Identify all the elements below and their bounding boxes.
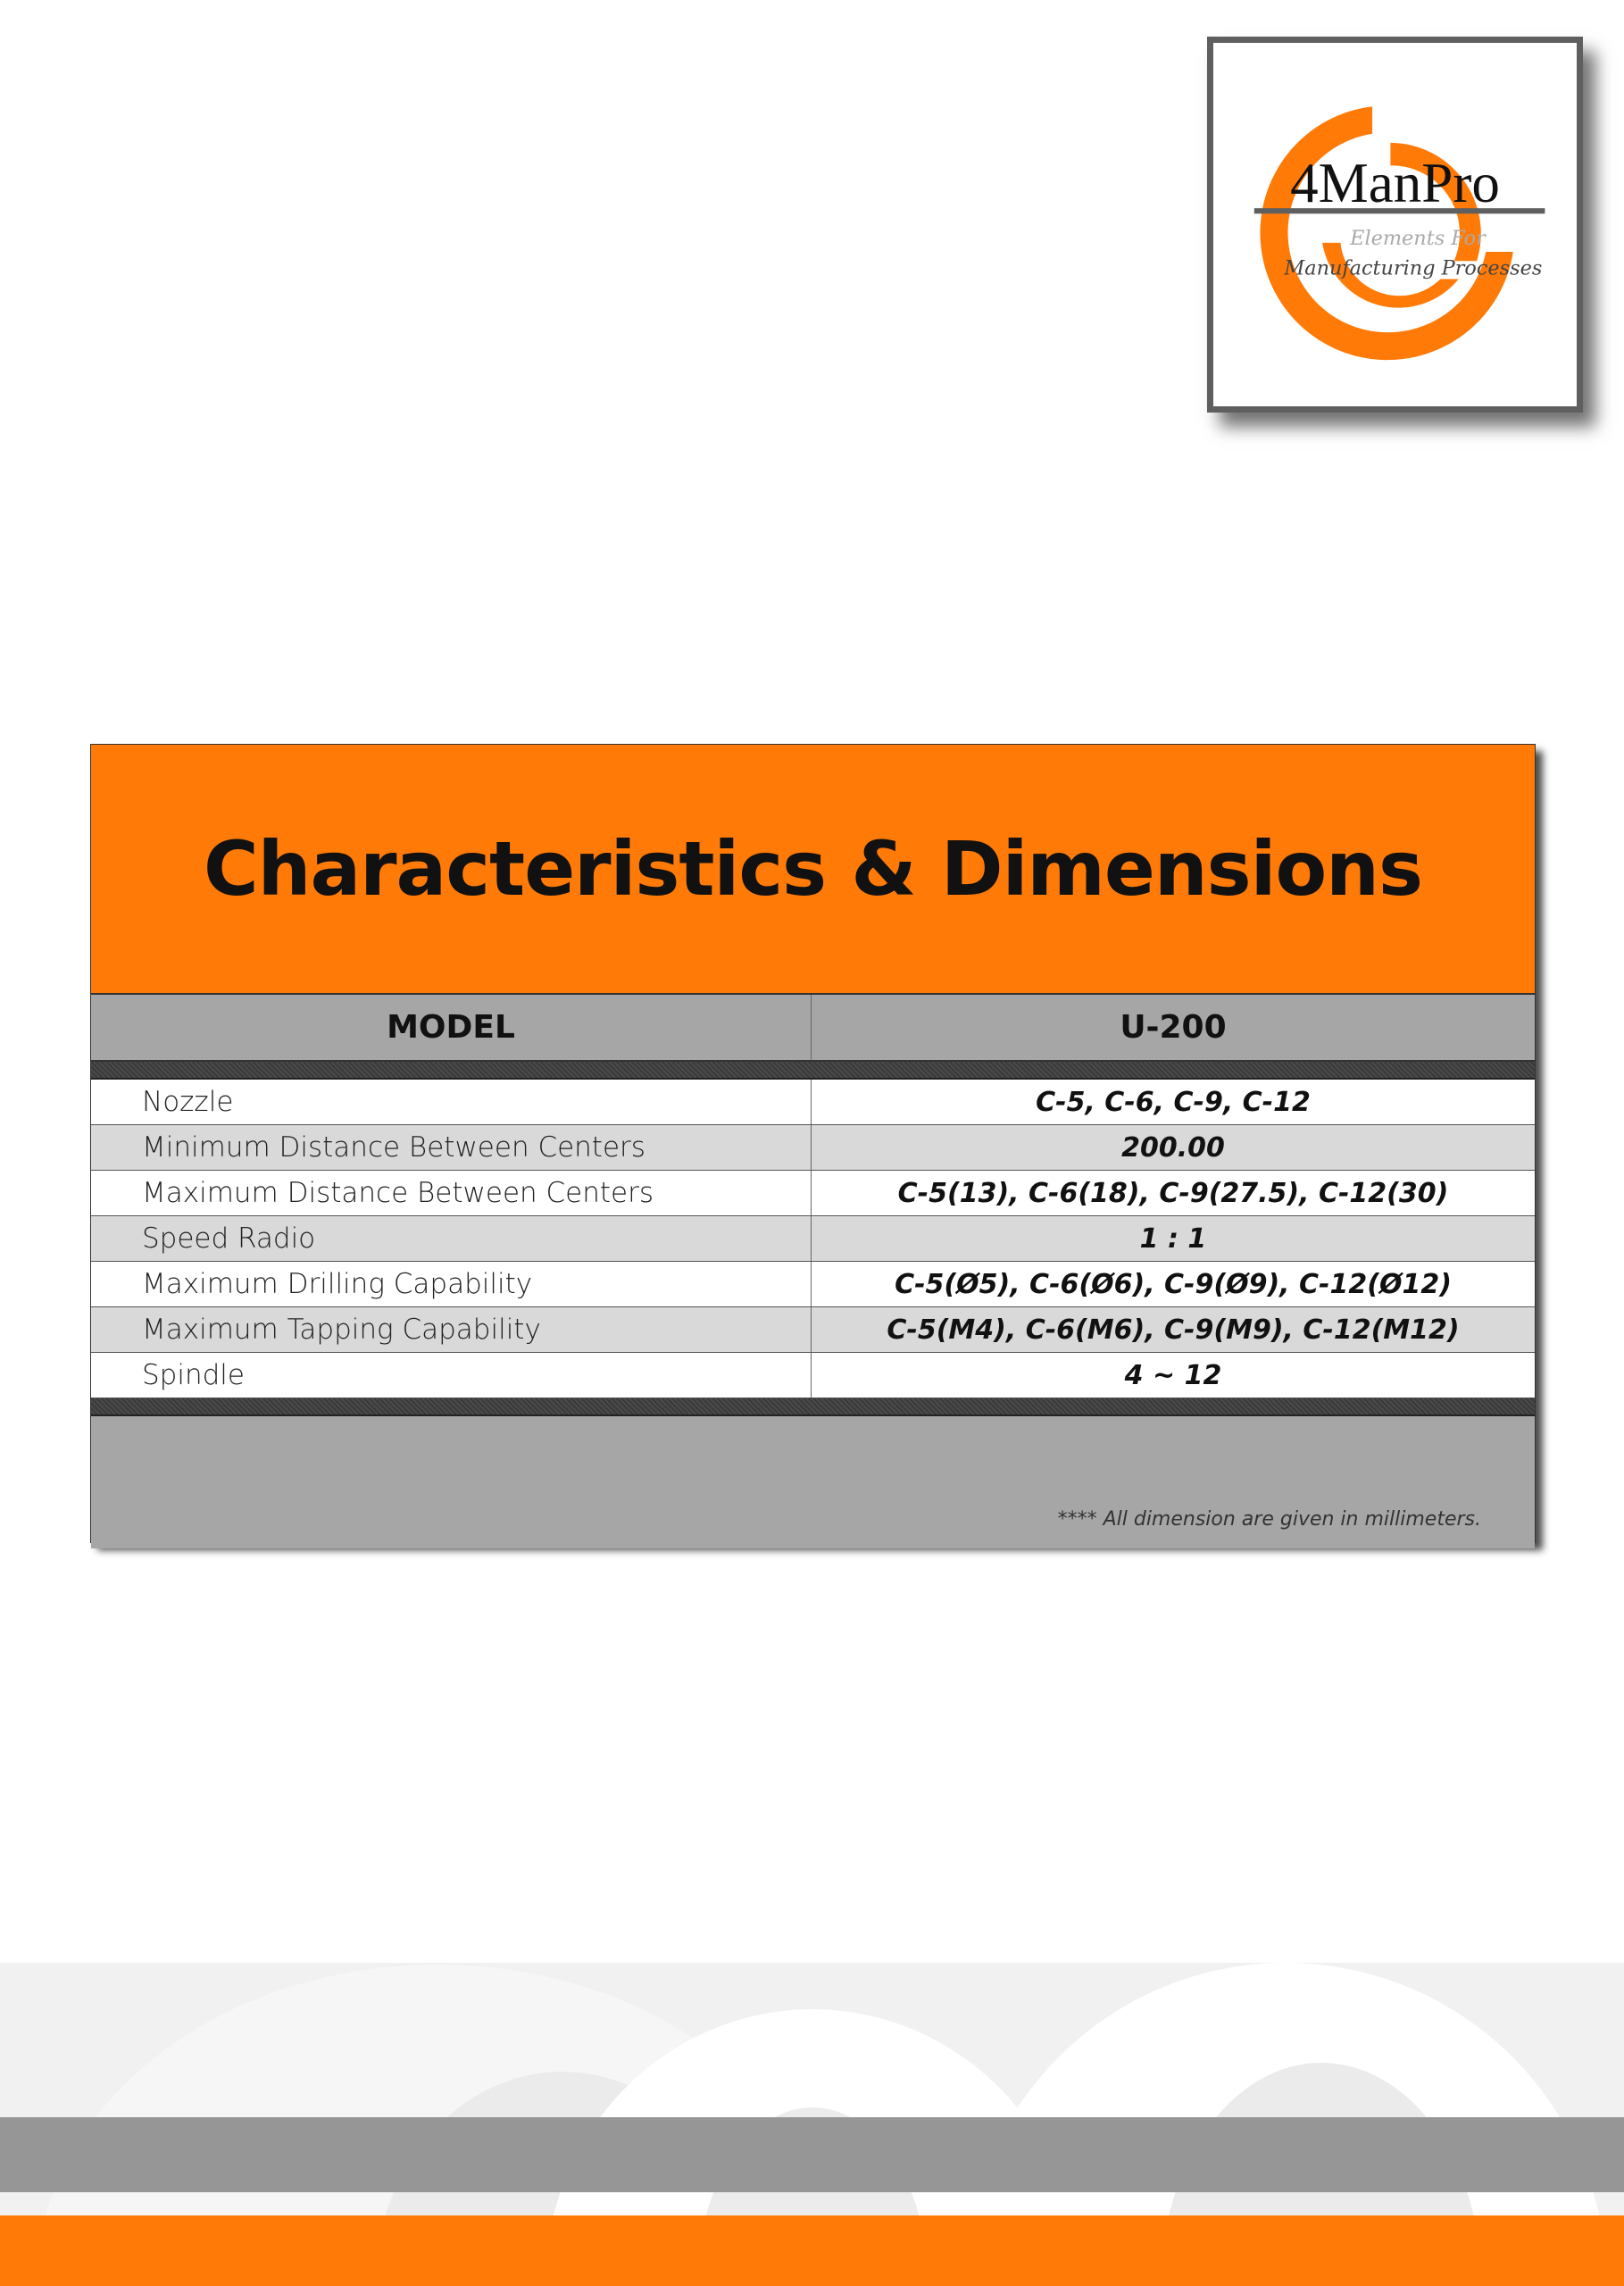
footer-gray-band: [0, 2117, 1624, 2192]
svg-text:4ManPro: 4ManPro: [1290, 152, 1500, 214]
table-row: Spindle 4 ~ 12: [91, 1353, 1535, 1398]
spec-label: Maximum Drilling Capability: [91, 1262, 812, 1306]
spec-label: Maximum Tapping Capability: [91, 1307, 812, 1352]
header-value: U-200: [1120, 1009, 1227, 1046]
spec-value: 200.00: [1121, 1131, 1225, 1164]
table-row: Speed Radio 1 : 1: [91, 1216, 1535, 1262]
table-row: Maximum Drilling Capability C-5(Ø5), C-6(…: [91, 1262, 1535, 1307]
table-row: Minimum Distance Between Centers 200.00: [91, 1125, 1535, 1171]
spec-label: Nozzle: [91, 1080, 812, 1124]
spec-value: C-5(M4), C-6(M6), C-9(M9), C-12(M12): [887, 1314, 1460, 1346]
divider-band: [91, 1062, 1535, 1080]
header-label: MODEL: [91, 995, 812, 1060]
spec-value: 1 : 1: [1139, 1222, 1207, 1255]
spec-value: C-5, C-6, C-9, C-12: [1036, 1086, 1311, 1118]
table-footer: **** All dimension are given in millimet…: [91, 1416, 1535, 1548]
svg-text:Elements For: Elements For: [1349, 227, 1487, 250]
divider-band: [91, 1398, 1535, 1416]
company-logo: 4ManPro Elements For Manufacturing Proce…: [1207, 37, 1583, 413]
spec-card: Characteristics & Dimensions MODEL U-200…: [90, 744, 1536, 1548]
table-row: Maximum Distance Between Centers C-5(13),…: [91, 1171, 1535, 1216]
footer-orange-band: [0, 2215, 1624, 2286]
spec-value: C-5(Ø5), C-6(Ø6), C-9(Ø9), C-12(Ø12): [895, 1268, 1452, 1300]
spec-label: Minimum Distance Between Centers: [91, 1125, 812, 1170]
spec-value: C-5(13), C-6(18), C-9(27.5), C-12(30): [897, 1177, 1449, 1209]
title-banner: Characteristics & Dimensions: [91, 745, 1535, 995]
page-title: Characteristics & Dimensions: [204, 825, 1423, 913]
footnote: **** All dimension are given in millimet…: [1057, 1508, 1481, 1531]
spec-value: 4 ~ 12: [1124, 1359, 1222, 1391]
spec-label: Spindle: [91, 1353, 812, 1397]
svg-text:Manufacturing Processes: Manufacturing Processes: [1283, 256, 1542, 279]
spec-label: Speed Radio: [91, 1216, 812, 1261]
table-row: Maximum Tapping Capability C-5(M4), C-6(M…: [91, 1307, 1535, 1353]
table-header: MODEL U-200: [91, 995, 1535, 1062]
spec-label: Maximum Distance Between Centers: [91, 1171, 812, 1215]
table-row: Nozzle C-5, C-6, C-9, C-12: [91, 1080, 1535, 1125]
